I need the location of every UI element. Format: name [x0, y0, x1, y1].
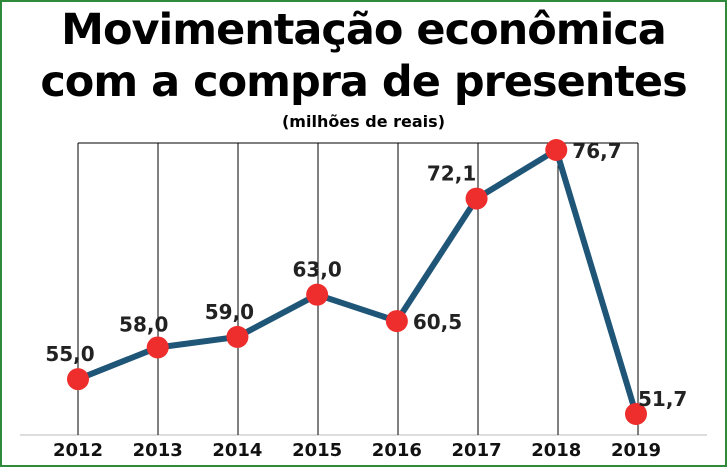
data-label-2016: 60,5 — [413, 310, 462, 334]
data-label-2017: 72,1 — [427, 162, 476, 186]
x-tick-label-2017: 2017 — [452, 440, 502, 461]
x-tick-label-2012: 2012 — [53, 440, 103, 461]
data-label-2019: 51,7 — [638, 387, 687, 411]
data-point-2018 — [545, 139, 568, 161]
data-label-2014: 59,0 — [205, 300, 254, 324]
data-point-2017 — [465, 187, 488, 210]
data-label-2018: 76,7 — [572, 139, 621, 163]
title-line-2: com a compra de presentes — [40, 57, 687, 107]
data-point-2014 — [226, 325, 249, 348]
data-point-2012 — [67, 368, 89, 391]
data-point-2019 — [625, 403, 647, 425]
data-point-2013 — [146, 336, 169, 359]
x-tick-label-2019: 2019 — [611, 440, 661, 461]
x-tick-label-2015: 2015 — [292, 440, 342, 461]
data-label-2013: 58,0 — [119, 312, 168, 336]
chart-subtitle: (milhões de reais) — [281, 112, 445, 131]
x-tick-label-2016: 2016 — [372, 440, 422, 461]
data-point-2015 — [306, 283, 329, 306]
series-line — [75, 147, 639, 417]
data-label-2015: 63,0 — [292, 258, 341, 282]
x-tick-label-2014: 2014 — [212, 440, 262, 461]
data-label-2012: 55,0 — [45, 342, 94, 366]
title-line-1: Movimentação econômica — [61, 5, 667, 55]
x-tick-label-2013: 2013 — [133, 440, 183, 461]
chart-title: Movimentação econômica com a compra de p… — [0, 4, 727, 108]
data-point-2016 — [385, 310, 408, 333]
x-tick-label-2018: 2018 — [531, 440, 581, 461]
